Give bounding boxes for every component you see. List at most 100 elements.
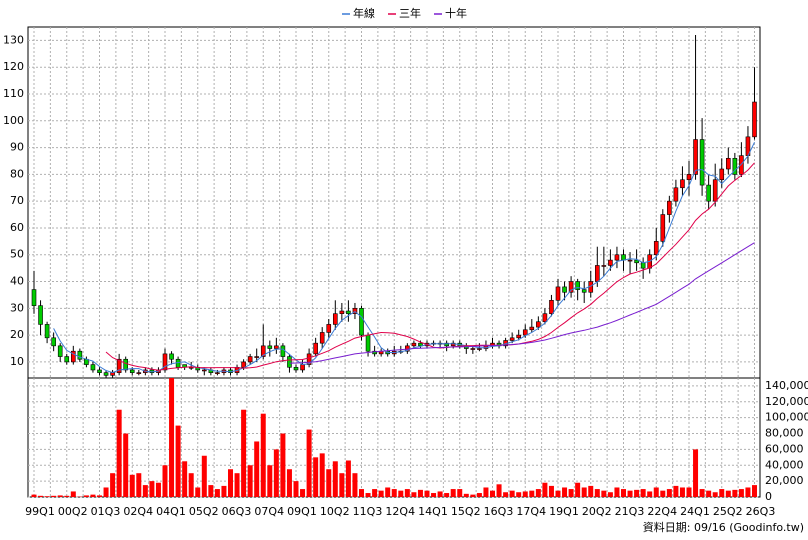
volume-bar xyxy=(83,495,89,497)
x-tick-label: 05Q2 xyxy=(189,505,219,518)
volume-bar xyxy=(286,469,292,497)
candle-body xyxy=(660,214,666,242)
volume-bar xyxy=(169,378,175,497)
volume-bar xyxy=(444,493,450,497)
volume-bar xyxy=(503,492,509,497)
y2-tick-label: 80,000 xyxy=(765,427,804,440)
candle-body xyxy=(693,139,698,175)
volume-bar xyxy=(666,489,672,497)
ma-line xyxy=(105,162,755,371)
candle-body xyxy=(536,321,541,328)
x-tick-label: 06Q3 xyxy=(222,505,252,518)
candle-body xyxy=(215,372,220,374)
candle-body xyxy=(673,187,679,202)
volume-bar xyxy=(575,482,581,497)
volume-bar xyxy=(70,491,76,497)
candle-body xyxy=(202,369,207,372)
candle-body xyxy=(739,155,744,175)
footer: 資料日期: 09/16 (Goodinfo.tw) xyxy=(643,520,804,534)
volume-bar xyxy=(542,482,548,497)
volume-bar xyxy=(188,473,194,497)
candle-body xyxy=(522,329,528,336)
y-tick-label: 110 xyxy=(3,87,24,100)
candle-body xyxy=(332,313,338,325)
volume-bar xyxy=(326,469,332,497)
volume-bar xyxy=(31,494,37,497)
ma-line xyxy=(289,242,755,364)
candle-body xyxy=(470,348,476,350)
y-tick-label: 60 xyxy=(10,221,24,234)
volume-bar xyxy=(234,473,240,497)
candle-body xyxy=(129,369,135,373)
volume-bar xyxy=(562,487,568,497)
x-tick-label: 21Q3 xyxy=(615,505,645,518)
x-tick-label: 24Q1 xyxy=(680,505,710,518)
candle-body xyxy=(319,332,325,344)
volume-bar xyxy=(483,487,489,497)
volume-bar xyxy=(175,425,181,497)
candle-body xyxy=(594,265,600,282)
x-tick-label: 01Q3 xyxy=(91,505,121,518)
volume-bar xyxy=(38,495,44,497)
volume-bar xyxy=(752,485,757,497)
candle-body xyxy=(274,345,279,349)
candle-body xyxy=(634,259,639,264)
legend-label: 三年 xyxy=(399,6,421,20)
volume-bar xyxy=(267,465,273,497)
candle-body xyxy=(71,350,76,363)
volume-bar xyxy=(372,489,378,497)
volume-bar xyxy=(306,429,312,497)
volume-bar xyxy=(241,409,247,497)
candle-body xyxy=(169,353,174,360)
volume-bar xyxy=(345,460,351,497)
volume-bar xyxy=(745,487,751,497)
candle-body xyxy=(549,299,554,314)
x-tick-label: 07Q4 xyxy=(254,505,284,518)
candle-body xyxy=(640,262,646,269)
volume-bar xyxy=(208,485,214,497)
x-tick-label: 09Q1 xyxy=(287,505,317,518)
volume-bar xyxy=(300,489,306,497)
volume-bar xyxy=(614,487,620,497)
candle-body xyxy=(241,361,246,368)
volume-bar xyxy=(378,490,384,497)
y2-tick-label: 60,000 xyxy=(765,442,804,455)
candle-body xyxy=(188,366,194,369)
y2-tick-label: 0 xyxy=(765,490,772,503)
candle-body xyxy=(260,345,266,357)
candle-body xyxy=(44,324,50,339)
candle-body xyxy=(706,184,711,202)
candle-body xyxy=(306,353,312,365)
x-tick-label: 02Q4 xyxy=(123,505,153,518)
volume-bar xyxy=(706,490,712,497)
x-tick-label: 17Q4 xyxy=(516,505,546,518)
x-tick-label: 12Q4 xyxy=(385,505,415,518)
y-tick-label: 90 xyxy=(10,141,24,154)
volume-bar xyxy=(254,441,260,497)
volume-bar xyxy=(732,489,738,497)
candle-body xyxy=(529,326,535,331)
volume-bar xyxy=(155,482,161,497)
volume-bar xyxy=(116,409,122,497)
candle-body xyxy=(313,342,318,355)
candle-body xyxy=(680,179,685,189)
volume-bar xyxy=(476,493,482,497)
volume-bar xyxy=(496,484,502,497)
volume-bar xyxy=(110,473,116,497)
volume-bar xyxy=(411,492,417,497)
candle-body xyxy=(77,350,83,360)
volume-bar xyxy=(522,491,528,497)
volume-bar xyxy=(228,469,233,497)
candle-body xyxy=(752,101,757,138)
volume-bar xyxy=(548,485,554,497)
candle-body xyxy=(123,358,128,371)
candle-body xyxy=(38,305,43,325)
candle-body xyxy=(293,366,299,371)
volume-bar xyxy=(123,433,129,497)
candle-body xyxy=(575,281,580,290)
volume-bar xyxy=(90,494,96,497)
y-tick-label: 50 xyxy=(10,248,24,261)
candle-body xyxy=(614,254,620,261)
volume-bar xyxy=(660,490,666,497)
candle-body xyxy=(477,348,482,350)
